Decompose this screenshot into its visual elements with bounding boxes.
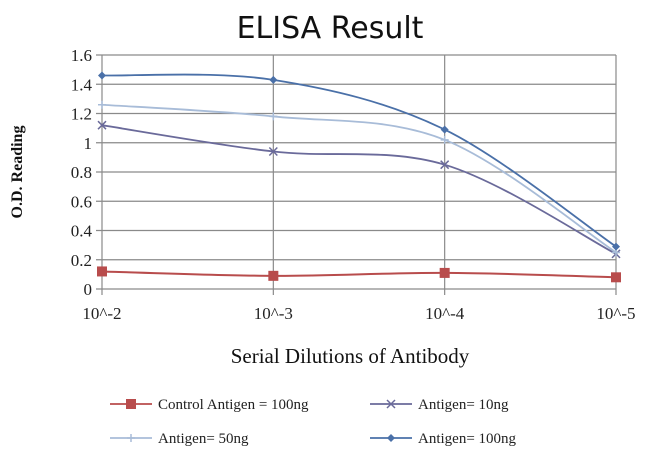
legend-item: Antigen= 10ng bbox=[370, 397, 509, 413]
y-tick-label: 0 bbox=[84, 280, 93, 299]
series-0 bbox=[97, 266, 621, 283]
marker-square bbox=[268, 270, 279, 281]
y-tick-label: 0.6 bbox=[71, 192, 92, 211]
legend-label: Antigen= 100ng bbox=[418, 431, 517, 447]
legend-item: Control Antigen = 100ng bbox=[110, 397, 309, 413]
marker-square bbox=[126, 399, 136, 409]
marker-diamond bbox=[612, 242, 620, 251]
series-line bbox=[101, 73, 617, 248]
marker-plus bbox=[440, 135, 449, 144]
marker-square bbox=[97, 266, 107, 277]
marker-plus bbox=[127, 434, 135, 442]
marker-diamond bbox=[387, 434, 395, 442]
legend-label: Antigen= 10ng bbox=[418, 397, 509, 413]
y-tick-label: 1 bbox=[84, 134, 93, 153]
legend-label: Control Antigen = 100ng bbox=[158, 397, 309, 413]
x-tick-labels: 10^-2 10^-3 10^-4 10^-5 bbox=[82, 304, 635, 323]
x-axis-label: Serial Dilutions of Antibody bbox=[231, 344, 470, 368]
marker-diamond bbox=[98, 71, 106, 80]
series-line bbox=[101, 124, 617, 255]
marker-x bbox=[386, 399, 396, 409]
legend-item: Antigen= 100ng bbox=[370, 431, 517, 447]
legend-item: Antigen= 50ng bbox=[110, 431, 249, 447]
series-3 bbox=[98, 71, 620, 251]
y-tick-label: 1.2 bbox=[71, 105, 92, 124]
y-tick-labels: 0 0.2 0.4 0.6 0.8 1 1.2 1.4 1.6 bbox=[71, 46, 93, 299]
marker-diamond bbox=[440, 125, 449, 134]
y-tick-label: 0.8 bbox=[71, 163, 92, 182]
marker-plus bbox=[98, 100, 106, 109]
y-tick-label: 1.6 bbox=[71, 46, 92, 65]
marker-plus bbox=[269, 112, 278, 121]
legend: Control Antigen = 100ng Antigen= 10ng Anti… bbox=[110, 397, 517, 447]
marker-diamond bbox=[269, 75, 278, 84]
x-tick-label: 10^-2 bbox=[82, 304, 121, 323]
legend-label: Antigen= 50ng bbox=[158, 431, 249, 447]
series-line bbox=[101, 270, 617, 279]
marker-square bbox=[611, 272, 621, 283]
series-lines bbox=[97, 71, 621, 283]
series-1 bbox=[97, 120, 621, 259]
series-line bbox=[101, 103, 617, 254]
x-tick-label: 10^-4 bbox=[425, 304, 465, 323]
grid bbox=[96, 54, 617, 295]
x-tick-label: 10^-5 bbox=[596, 304, 635, 323]
y-axis-label: O.D. Reading bbox=[9, 126, 26, 219]
marker-square bbox=[439, 267, 450, 278]
marker-x bbox=[97, 120, 107, 130]
chart-title: ELISA Result bbox=[237, 11, 424, 46]
series-2 bbox=[98, 100, 620, 257]
marker-x bbox=[440, 160, 450, 170]
y-tick-label: 1.4 bbox=[71, 75, 93, 94]
x-tick-label: 10^-3 bbox=[254, 304, 293, 323]
y-tick-label: 0.2 bbox=[71, 251, 92, 270]
y-tick-label: 0.4 bbox=[71, 222, 93, 241]
marker-x bbox=[268, 146, 278, 157]
